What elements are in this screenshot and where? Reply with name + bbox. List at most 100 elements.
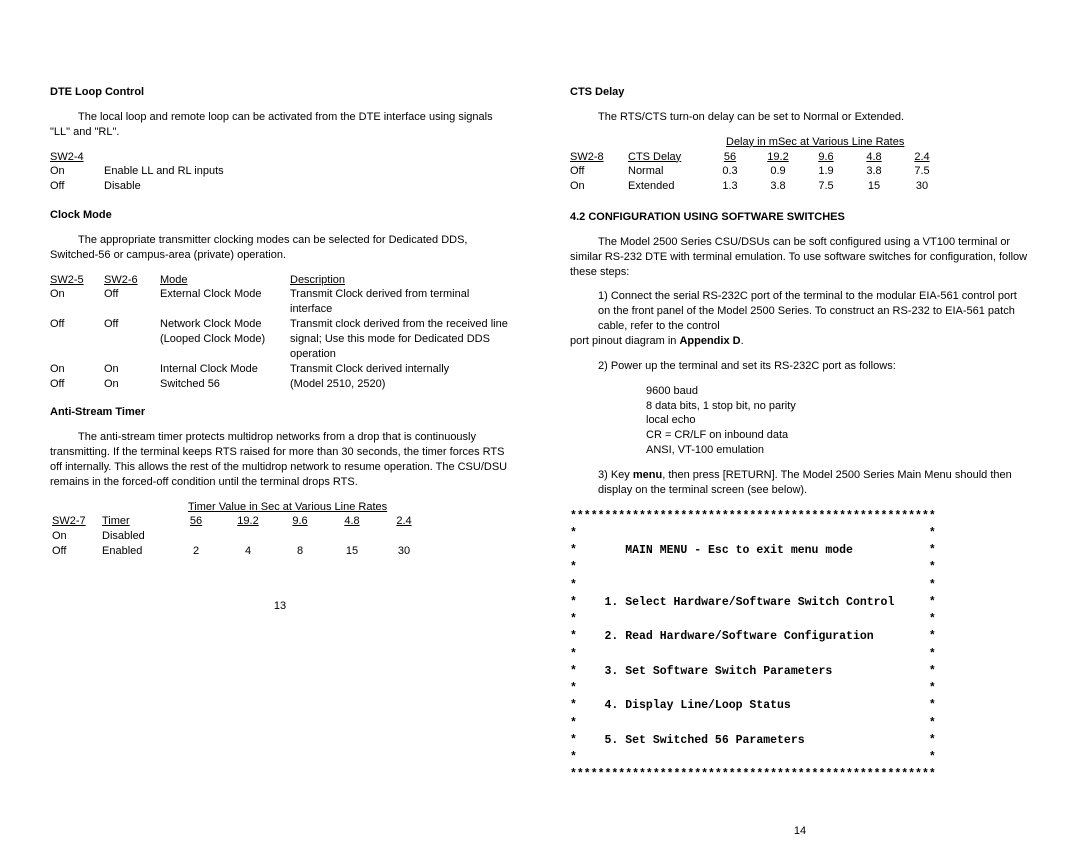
cts-r2-b: Extended xyxy=(628,179,706,194)
cts-r1-a: Off xyxy=(570,164,628,179)
ast-r2-a: Off xyxy=(52,544,102,559)
menu-blank7: * * xyxy=(570,715,1030,732)
cts-r2-n3: 7.5 xyxy=(802,179,850,194)
step3a: 3) Key xyxy=(598,469,633,481)
cts-h-n2: 19.2 xyxy=(754,150,802,165)
menu-blank6: * * xyxy=(570,680,1030,697)
left-page-number: 13 xyxy=(50,599,510,614)
menu-blank1: * * xyxy=(570,525,1030,542)
page-container: DTE Loop Control The local loop and remo… xyxy=(0,0,1080,868)
clk-r3-a: On xyxy=(50,362,104,377)
step1-line1: 1) Connect the serial RS-232C port of th… xyxy=(598,289,1030,334)
terminal-settings: 9600 baud 8 data bits, 1 stop bit, no pa… xyxy=(646,384,1030,458)
ast-r1-a: On xyxy=(52,529,102,544)
sw24-on-desc: Enable LL and RL inputs xyxy=(104,164,224,179)
clock-mode-heading: Clock Mode xyxy=(50,208,510,223)
cts-r1-n1: 0.3 xyxy=(706,164,754,179)
step1-line2: port pinout diagram in Appendix D. xyxy=(570,334,1030,349)
cts-caption: Delay in mSec at Various Line Rates xyxy=(726,135,1030,150)
dte-loop-heading: DTE Loop Control xyxy=(50,85,510,100)
cts-r2-n1: 1.3 xyxy=(706,179,754,194)
setting-baud: 9600 baud xyxy=(646,384,1030,399)
cts-r2-n2: 3.8 xyxy=(754,179,802,194)
sw24-off-desc: Disable xyxy=(104,179,141,194)
ast-h-a: SW2-7 xyxy=(52,514,102,529)
step1b-bold: Appendix D xyxy=(679,335,740,347)
cts-heading: CTS Delay xyxy=(570,85,1030,100)
cts-r1-n5: 7.5 xyxy=(898,164,946,179)
clk-r1-a: On xyxy=(50,287,104,317)
config-sw-heading: 4.2 CONFIGURATION USING SOFTWARE SWITCHE… xyxy=(570,210,1030,225)
clk-r2-d: Transmit clock derived from the received… xyxy=(290,317,510,362)
clk-h-d: Description xyxy=(290,273,510,288)
clk-h-c: Mode xyxy=(160,273,290,288)
cts-r1-n2: 0.9 xyxy=(754,164,802,179)
clk-r1-d: Transmit Clock derived from terminal int… xyxy=(290,287,510,317)
sw24-off: Off xyxy=(50,179,104,194)
right-column: CTS Delay The RTS/CTS turn-on delay can … xyxy=(570,85,1030,838)
menu-blank8: * * xyxy=(570,749,1030,766)
main-menu: ****************************************… xyxy=(570,508,1030,784)
cts-h-b: CTS Delay xyxy=(628,150,706,165)
cts-r2-n5: 30 xyxy=(898,179,946,194)
ast-r2-n3: 8 xyxy=(274,544,326,559)
clk-r1-b: Off xyxy=(104,287,160,317)
ast-text: The anti-stream timer protects multidrop… xyxy=(50,430,510,489)
clk-r4-d: (Model 2510, 2520) xyxy=(290,377,510,392)
cts-h-n4: 4.8 xyxy=(850,150,898,165)
cts-r1-n4: 3.8 xyxy=(850,164,898,179)
ast-h-n1: 56 xyxy=(170,514,222,529)
sw24-hdr: SW2-4 xyxy=(50,150,104,165)
sw24-on: On xyxy=(50,164,104,179)
ast-caption: Timer Value in Sec at Various Line Rates xyxy=(188,500,510,515)
ast-h-n4: 4.8 xyxy=(326,514,378,529)
cts-h-a: SW2-8 xyxy=(570,150,628,165)
ast-h-n2: 19.2 xyxy=(222,514,274,529)
clk-r2-b: Off xyxy=(104,317,160,362)
menu-blank4: * * xyxy=(570,611,1030,628)
menu-item4: * 4. Display Line/Loop Status * xyxy=(570,697,1030,714)
sw24-table: SW2-4 OnEnable LL and RL inputs OffDisab… xyxy=(50,150,510,195)
menu-item1: * 1. Select Hardware/Software Switch Con… xyxy=(570,594,1030,611)
menu-title: * MAIN MENU - Esc to exit menu mode * xyxy=(570,542,1030,559)
cts-h-n1: 56 xyxy=(706,150,754,165)
step3b: menu xyxy=(633,469,662,481)
cts-h-n5: 2.4 xyxy=(898,150,946,165)
ast-h-n3: 9.6 xyxy=(274,514,326,529)
setting-crlf: CR = CR/LF on inbound data xyxy=(646,428,1030,443)
clk-r3-b: On xyxy=(104,362,160,377)
cts-r2-a: On xyxy=(570,179,628,194)
menu-blank2: * * xyxy=(570,559,1030,576)
ast-h-n5: 2.4 xyxy=(378,514,430,529)
step1b-post: . xyxy=(741,335,744,347)
menu-blank5: * * xyxy=(570,646,1030,663)
setting-bits: 8 data bits, 1 stop bit, no parity xyxy=(646,399,1030,414)
ast-r2-b: Enabled xyxy=(102,544,170,559)
step2: 2) Power up the terminal and set its RS-… xyxy=(598,359,1030,374)
setting-emul: ANSI, VT-100 emulation xyxy=(646,443,1030,458)
menu-item3: * 3. Set Software Switch Parameters * xyxy=(570,663,1030,680)
ast-r2-n2: 4 xyxy=(222,544,274,559)
clk-r4-a: Off xyxy=(50,377,104,392)
cts-table: Delay in mSec at Various Line Rates SW2-… xyxy=(570,135,1030,194)
clk-r3-c: Internal Clock Mode xyxy=(160,362,290,377)
ast-r2-n1: 2 xyxy=(170,544,222,559)
clk-r2-c: Network Clock Mode (Looped Clock Mode) xyxy=(160,317,290,362)
ast-r1-b: Disabled xyxy=(102,529,170,544)
clk-r2-a: Off xyxy=(50,317,104,362)
right-page-number: 14 xyxy=(570,824,1030,839)
ast-heading: Anti-Stream Timer xyxy=(50,405,510,420)
menu-blank3: * * xyxy=(570,577,1030,594)
setting-echo: local echo xyxy=(646,413,1030,428)
cts-text: The RTS/CTS turn-on delay can be set to … xyxy=(570,110,1030,125)
left-column: DTE Loop Control The local loop and remo… xyxy=(50,85,510,838)
clk-r1-c: External Clock Mode xyxy=(160,287,290,317)
dte-loop-text: The local loop and remote loop can be ac… xyxy=(50,110,510,140)
clk-r3-d: Transmit Clock derived internally xyxy=(290,362,510,377)
menu-border-bot: ****************************************… xyxy=(570,766,1030,783)
step1b-pre: port pinout diagram in xyxy=(570,335,679,347)
clk-r4-c: Switched 56 xyxy=(160,377,290,392)
ast-r2-n5: 30 xyxy=(378,544,430,559)
step1: 1) Connect the serial RS-232C port of th… xyxy=(570,289,1030,348)
clock-mode-text: The appropriate transmitter clocking mod… xyxy=(50,233,510,263)
